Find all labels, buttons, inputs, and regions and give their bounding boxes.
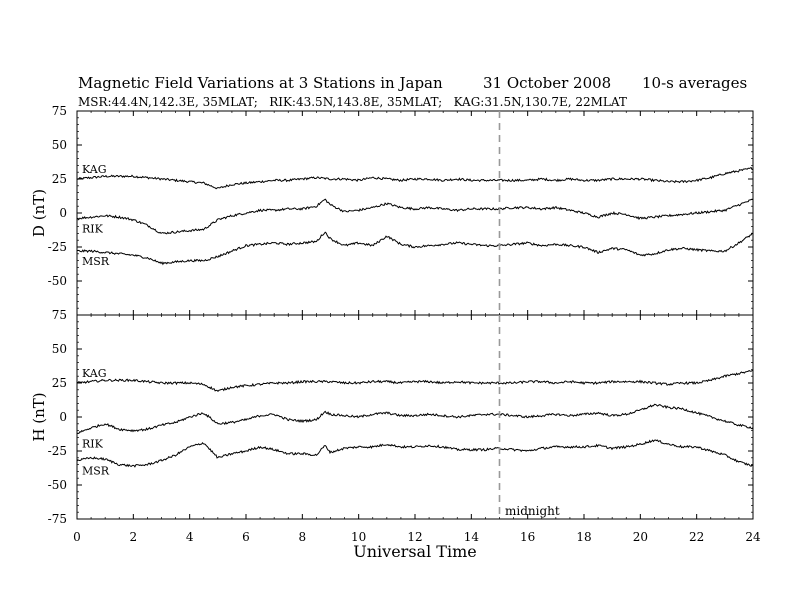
y-tick-label: -25: [48, 240, 67, 254]
series-line-kag: [76, 166, 754, 190]
series-label-rik: RIK: [82, 437, 104, 450]
y-tick-label: 50: [52, 342, 67, 356]
x-tick-label: 0: [73, 530, 81, 544]
y-tick-label: 0: [59, 410, 67, 424]
x-tick-label: 6: [242, 530, 250, 544]
x-tick-label: 8: [299, 530, 307, 544]
series-label-kag: KAG: [82, 367, 107, 380]
panel-d-frame: [76, 110, 754, 316]
series-line-rik: [76, 198, 754, 235]
series-line-msr: [77, 231, 754, 266]
y-tick-label: 0: [59, 206, 67, 220]
y-tick-label: -50: [48, 274, 67, 288]
chart-subtitle: MSR:44.4N,142.3E, 35MLAT; RIK:43.5N,143.…: [78, 95, 627, 109]
midnight-label: midnight: [505, 504, 560, 518]
panel-h-frame: [76, 314, 754, 520]
series-line-msr: [76, 439, 754, 468]
series-line-kag: [76, 369, 754, 393]
chart-date: 31 October 2008: [483, 74, 611, 92]
y-tick-label: -50: [48, 478, 67, 492]
panel-d-ylabel: D (nT): [30, 189, 48, 237]
panel-h-ylabel: H (nT): [30, 392, 48, 441]
x-tick-label: 14: [464, 530, 480, 544]
y-tick-label: 75: [52, 308, 67, 322]
chart-title: Magnetic Field Variations at 3 Stations …: [78, 74, 443, 92]
x-axis-title: Universal Time: [353, 542, 476, 561]
x-tick-label: 24: [745, 530, 761, 544]
series-label-msr: MSR: [82, 465, 110, 478]
y-tick-label: 25: [52, 376, 67, 390]
x-tick-label: 10: [351, 530, 366, 544]
x-tick-label: 4: [186, 530, 194, 544]
y-tick-label: 75: [52, 104, 67, 118]
x-tick-label: 20: [633, 530, 648, 544]
x-tick-label: 12: [407, 530, 422, 544]
chart-marks: 75 50 25 0 -25 -50 KAG RIK MSR 75 50 25 0 -25 -50 -75 KA…: [48, 104, 761, 544]
x-tick-label: 22: [689, 530, 704, 544]
series-line-rik: [76, 403, 754, 435]
x-tick-label: 2: [130, 530, 138, 544]
y-tick-label: 25: [52, 172, 67, 186]
series-label-msr: MSR: [82, 255, 110, 268]
x-tick-label: 16: [520, 530, 535, 544]
y-tick-label: 50: [52, 138, 67, 152]
chart-averaging: 10-s averages: [642, 74, 747, 92]
series-label-kag: KAG: [82, 163, 107, 176]
y-tick-label: -25: [48, 444, 67, 458]
series-label-rik: RIK: [82, 222, 104, 235]
x-tick-label: 18: [576, 530, 591, 544]
y-tick-label: -75: [48, 512, 67, 526]
